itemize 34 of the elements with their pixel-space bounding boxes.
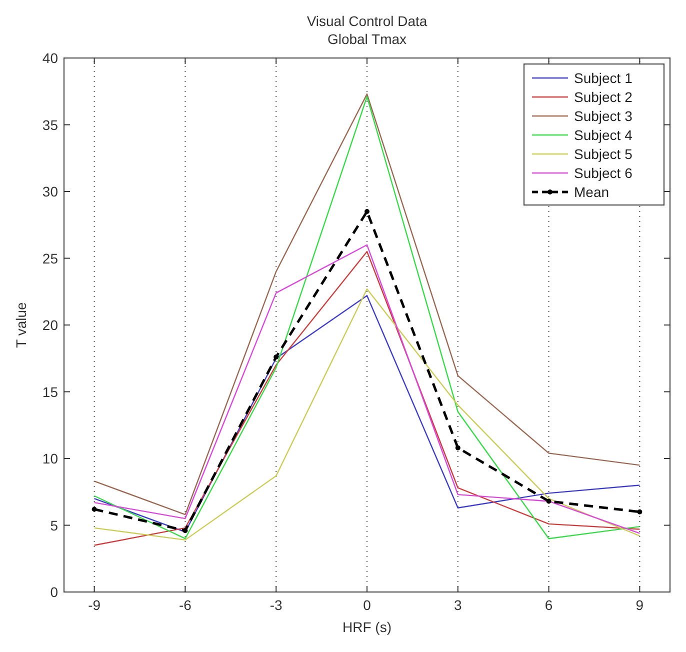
point <box>637 509 642 514</box>
point <box>364 209 370 214</box>
point <box>274 354 279 360</box>
chart-title: Visual Control Data <box>306 13 428 29</box>
chart-subtitle: Global Tmax <box>327 31 407 47</box>
point <box>455 445 460 450</box>
legend-label: Subject 2 <box>574 89 633 105</box>
x-tick-label: -3 <box>270 597 283 613</box>
x-tick-label: 3 <box>454 597 462 613</box>
point <box>92 506 97 512</box>
x-tick-label: 0 <box>363 597 372 613</box>
point <box>182 528 188 534</box>
y-tick-label: 15 <box>42 384 58 400</box>
legend-label: Mean <box>574 184 610 200</box>
x-tick-label: 9 <box>636 597 644 613</box>
y-tick-label: 5 <box>50 517 58 534</box>
y-tick-label: 20 <box>42 317 58 333</box>
y-axis-title: T value <box>13 302 29 348</box>
y-tick-label: 30 <box>42 184 58 200</box>
y-tick-label: 10 <box>42 450 58 466</box>
legend-label: Subject 3 <box>574 108 633 124</box>
x-axis-title: HRF (s) <box>342 619 392 635</box>
legend-label: Subject 6 <box>574 165 633 181</box>
y-tick-label: 35 <box>42 116 58 133</box>
y-tick-label: 0 <box>50 584 58 600</box>
point <box>546 498 552 504</box>
legend-label: Subject 5 <box>574 146 633 162</box>
y-tick-label: 25 <box>42 250 58 266</box>
x-tick-label: 6 <box>544 597 553 613</box>
legend-label: Subject 1 <box>574 70 633 86</box>
x-tick-label: -9 <box>88 597 101 613</box>
legend-label: Subject 4 <box>574 127 633 143</box>
x-tick-label: -6 <box>178 597 192 613</box>
y-tick-label: 40 <box>42 50 58 66</box>
